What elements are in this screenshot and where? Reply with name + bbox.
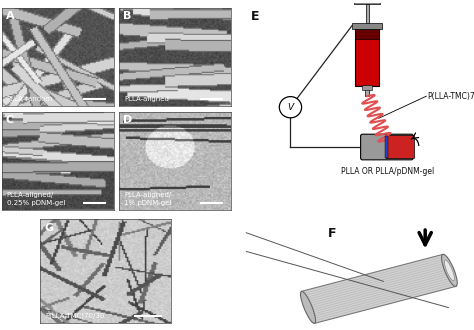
Bar <box>366 4 368 22</box>
Text: P(LLA-TMC)70/30: P(LLA-TMC)70/30 <box>46 313 105 319</box>
FancyBboxPatch shape <box>386 136 414 158</box>
Text: E: E <box>251 10 259 23</box>
Bar <box>385 136 389 158</box>
Circle shape <box>279 97 301 118</box>
Polygon shape <box>301 254 456 323</box>
Text: P(LLA-TMC)70/30: P(LLA-TMC)70/30 <box>428 92 474 101</box>
Text: B: B <box>123 11 131 21</box>
Ellipse shape <box>445 260 455 281</box>
FancyBboxPatch shape <box>361 134 413 160</box>
Bar <box>355 0 380 4</box>
Text: A: A <box>6 11 14 21</box>
Text: PLLA-aligned/
1% pDNM-gel: PLLA-aligned/ 1% pDNM-gel <box>124 192 171 206</box>
Text: PLLA-aligned/
0.25% pDNM-gel: PLLA-aligned/ 0.25% pDNM-gel <box>7 192 65 206</box>
Text: F: F <box>328 227 336 240</box>
Text: G: G <box>44 222 54 233</box>
Text: V: V <box>287 103 293 112</box>
Bar <box>362 85 372 89</box>
Ellipse shape <box>301 291 316 323</box>
Bar <box>352 22 382 29</box>
Ellipse shape <box>442 254 457 286</box>
Text: PLLA-random: PLLA-random <box>7 96 53 102</box>
Bar <box>365 86 369 96</box>
Text: C: C <box>6 115 14 125</box>
Text: PLLA OR PLLA/pDNM-gel: PLLA OR PLLA/pDNM-gel <box>341 167 434 176</box>
Bar <box>355 29 379 39</box>
Bar <box>355 29 379 86</box>
Text: PLLA-aligned: PLLA-aligned <box>124 96 169 102</box>
Text: D: D <box>123 115 132 125</box>
